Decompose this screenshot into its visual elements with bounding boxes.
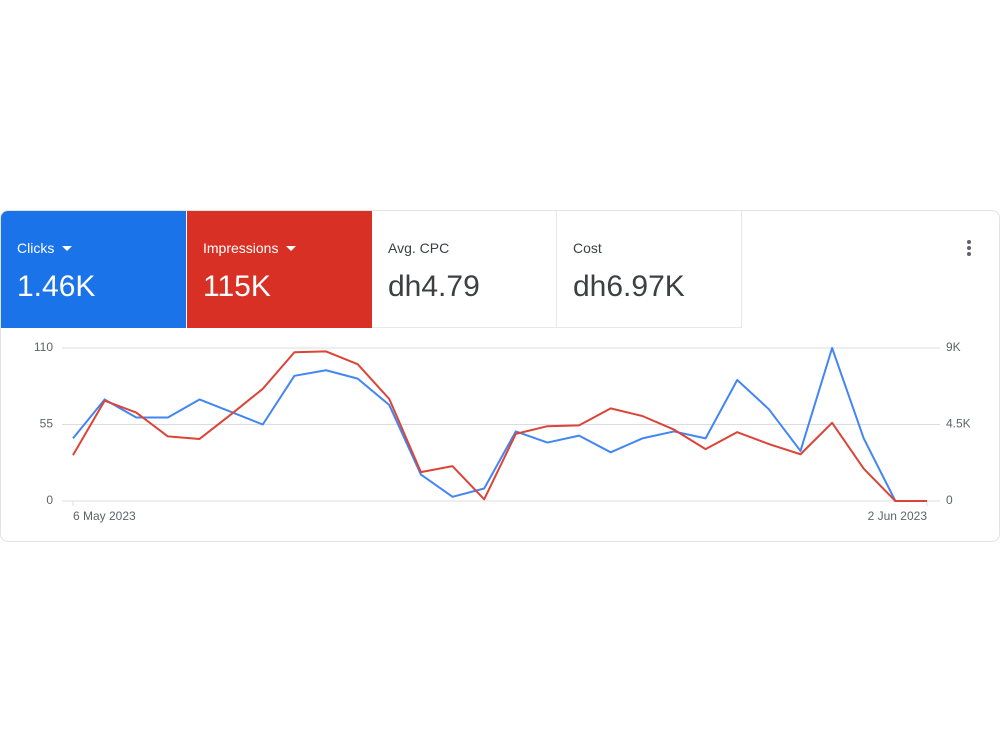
x-tick-label: 2 Jun 2023 [868,509,928,523]
card-label: Impressions [203,240,279,256]
y2-tick-label: 9K [946,340,961,354]
y2-tick-label: 4.5K [946,417,971,431]
metric-card[interactable]: Avg. CPC dh4.79 [372,211,557,328]
card-label: Avg. CPC [388,240,450,256]
y-tick-label: 0 [46,493,53,507]
card-label: Cost [573,240,602,256]
metric-card[interactable]: Clicks 1.46K [1,211,186,328]
series-line [72,350,927,502]
performance-panel: Clicks 1.46K Impressions 115K Avg. CPC dh4.… [0,210,1000,542]
y-tick-label: 55 [40,417,54,431]
y2-tick-label: 0 [946,493,953,507]
card-value: 115K [203,270,271,303]
dropdown-icon[interactable] [286,245,297,251]
metric-card[interactable]: Cost dh6.97K [557,211,742,328]
x-tick-label: 6 May 2023 [73,509,136,523]
series-line [72,347,927,502]
card-label: Clicks [17,240,55,256]
card-value: dh6.97K [573,270,685,303]
metric-card[interactable]: Impressions 115K [187,211,372,328]
dropdown-icon[interactable] [62,245,73,251]
y-tick-label: 110 [34,340,53,354]
card-value: 1.46K [17,270,96,303]
card-value: dh4.79 [388,270,480,303]
more-menu[interactable] [964,239,974,259]
